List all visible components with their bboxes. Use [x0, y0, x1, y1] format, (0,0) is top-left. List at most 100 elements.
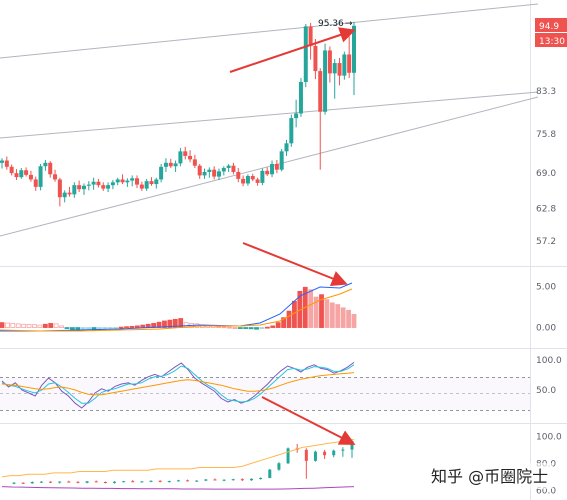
price-axis-tick: 62.8	[536, 205, 556, 215]
macd-bar	[129, 325, 135, 328]
price-candle	[163, 162, 168, 167]
macd-bar	[248, 327, 254, 330]
price-axis-tick: 69.0	[536, 169, 556, 179]
price-candles	[0, 21, 356, 207]
price-candle	[101, 185, 106, 189]
price-candle	[91, 181, 96, 185]
macd-bar	[286, 310, 292, 328]
watermark: 知乎 @币圈院士	[425, 463, 553, 489]
macd-bar	[275, 322, 281, 328]
price-candle	[332, 63, 337, 74]
rsi-candle	[176, 480, 180, 482]
rsi-candle	[103, 481, 107, 483]
macd-axis-tick: 0.00	[536, 324, 556, 334]
macd-bar	[264, 326, 270, 329]
rsi-candle	[12, 482, 16, 484]
price-candle	[236, 171, 241, 179]
watermark-text: 知乎 @币圈院士	[431, 467, 548, 486]
macd-bar	[21, 323, 27, 328]
macd-bar	[64, 327, 70, 329]
price-candle	[183, 151, 188, 156]
macd-bar	[329, 302, 335, 328]
macd-bar	[324, 299, 330, 328]
upper-trendline	[0, 3, 539, 59]
macd-bar	[243, 327, 249, 329]
price-tag-label: 94.9	[539, 22, 559, 32]
price-candle	[139, 184, 144, 189]
price-candle	[197, 165, 202, 176]
rsi-candle	[58, 481, 62, 483]
macd-bar	[37, 324, 43, 328]
macd-bar	[221, 326, 227, 329]
rsi-candle	[350, 441, 354, 450]
macd-bar	[167, 319, 173, 328]
macd-bar	[102, 327, 108, 330]
rsi-candle	[313, 451, 317, 461]
price-candle	[260, 170, 265, 183]
price-candle	[120, 179, 125, 183]
stoch-line	[1, 372, 355, 396]
rsi-candle	[259, 477, 263, 479]
rsi-line	[1, 486, 355, 490]
price-candle	[9, 166, 14, 174]
rsi-candle	[250, 478, 254, 481]
stoch-line	[1, 364, 355, 404]
price-candle	[168, 162, 173, 167]
macd-bar	[59, 325, 64, 328]
price-candle	[226, 165, 231, 168]
rsi-axis-tick: 100.0	[536, 433, 562, 443]
price-candle	[347, 54, 352, 73]
price-candle	[250, 176, 255, 180]
macd-bar	[124, 326, 129, 329]
macd-bar	[53, 323, 59, 328]
macd-axis-tick: 5.00	[536, 282, 556, 292]
price-candle	[115, 179, 120, 183]
macd-bar	[313, 296, 319, 328]
price-candle	[178, 151, 183, 164]
price-axis-tick: 57.2	[536, 237, 556, 247]
macd-bar	[319, 294, 324, 328]
macd-bar	[113, 327, 119, 329]
macd-bar	[308, 289, 314, 328]
rsi-candle	[39, 481, 43, 483]
rsi-candle	[149, 480, 153, 482]
middle-trendline	[0, 91, 539, 139]
price-axis: 94.9 83.3 75.8 69.0 62.8 57.2 5.00 0.00 100.0 50.…	[536, 21, 562, 497]
price-candle	[38, 166, 43, 187]
high-annotation-arrow-icon: →	[345, 19, 353, 29]
price-candle	[173, 163, 178, 167]
macd-lines	[0, 282, 353, 332]
price-candle	[231, 165, 236, 172]
price-candle	[303, 26, 308, 82]
price-candle	[221, 167, 226, 172]
rsi-candle	[49, 481, 53, 483]
price-candle	[270, 163, 275, 175]
price-candle	[279, 151, 284, 170]
rsi-candle	[122, 481, 126, 483]
rsi-candle	[85, 481, 89, 483]
lower-trendline	[0, 96, 539, 237]
rsi-candle	[131, 481, 135, 483]
macd-bar	[140, 324, 146, 328]
rsi-candle	[332, 450, 336, 456]
price-candle	[352, 25, 356, 73]
stoch-band-fill	[0, 377, 530, 410]
rsi-candle	[158, 480, 162, 482]
price-candle	[4, 160, 9, 167]
price-candle	[192, 159, 197, 166]
price-candle	[33, 179, 38, 187]
price-candle	[207, 169, 212, 172]
price-candle	[327, 50, 332, 74]
price-candle	[149, 181, 154, 185]
rsi-candle	[21, 482, 25, 484]
macd-bar	[281, 317, 287, 328]
macd-bar	[156, 321, 162, 328]
rsi-candle	[167, 481, 171, 483]
macd-bar	[0, 322, 5, 328]
macd-bar	[183, 322, 189, 328]
price-candle	[294, 113, 299, 119]
macd-bar	[335, 304, 341, 328]
